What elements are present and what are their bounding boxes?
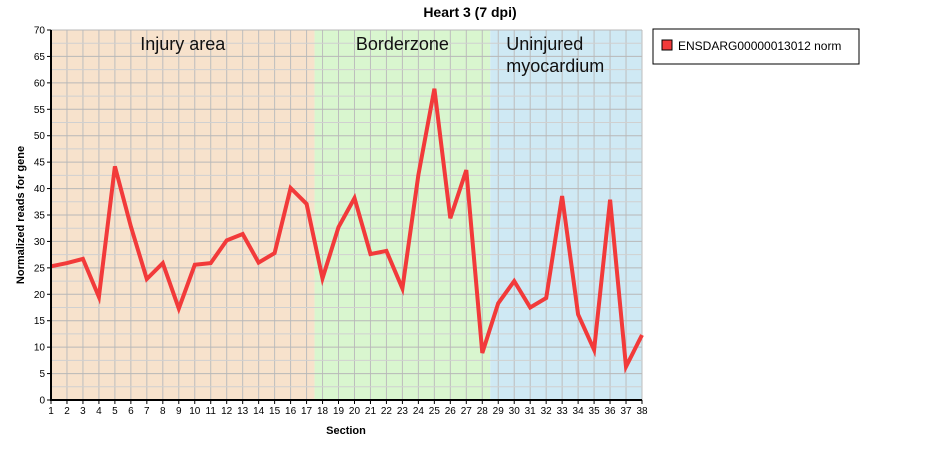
y-tick-label: 25 (34, 263, 46, 274)
x-tick-label: 14 (253, 406, 265, 417)
y-tick-label: 60 (34, 78, 46, 89)
x-tick-label: 25 (429, 406, 441, 417)
tick-labels: 1 2 3 4 5 6 7 8 9 10 11 12 13 14 15 16 17 18 19 20 21 22 23 24 2… (34, 26, 648, 418)
legend: ENSDARG00000013012 norm (652, 28, 860, 65)
x-tick-label: 22 (381, 406, 393, 417)
y-tick-label: 10 (34, 343, 46, 354)
x-tick-label: 35 (589, 406, 601, 417)
x-tick-label: 15 (269, 406, 281, 417)
legend-label: ENSDARG00000013012 norm (678, 39, 841, 53)
x-tick-label: 21 (365, 406, 377, 417)
legend-swatch (661, 39, 673, 51)
region-label: Injury area (140, 34, 226, 54)
x-tick-label: 33 (557, 406, 569, 417)
x-tick-label: 27 (461, 406, 473, 417)
x-axis-title: Section (326, 425, 366, 437)
x-tick-label: 2 (64, 406, 70, 417)
x-tick-label: 4 (96, 406, 102, 417)
x-tick-label: 26 (445, 406, 457, 417)
x-tick-label: 9 (176, 406, 182, 417)
x-tick-label: 36 (604, 406, 616, 417)
x-tick-label: 11 (206, 406, 217, 417)
x-tick-label: 18 (317, 406, 329, 417)
x-tick-label: 13 (237, 406, 249, 417)
x-tick-label: 23 (397, 406, 409, 417)
grid-lines (50, 29, 643, 401)
y-tick-label: 30 (34, 237, 46, 248)
x-tick-label: 34 (573, 406, 585, 417)
legend-box (652, 28, 860, 65)
y-tick-label: 35 (34, 211, 46, 222)
y-tick-label: 0 (39, 396, 45, 407)
x-tick-label: 7 (144, 406, 150, 417)
x-tick-label: 28 (477, 406, 489, 417)
x-tick-label: 24 (413, 406, 425, 417)
chart-title: Heart 3 (7 dpi) (423, 4, 516, 20)
y-tick-label: 45 (34, 158, 46, 169)
y-tick-label: 70 (34, 26, 46, 37)
x-tick-label: 29 (493, 406, 505, 417)
y-tick-label: 15 (34, 316, 46, 327)
x-tick-label: 38 (636, 406, 648, 417)
x-tick-label: 31 (525, 406, 537, 417)
series-lines (50, 88, 644, 374)
region-label: Uninjured (506, 34, 583, 54)
region-label: myocardium (506, 56, 604, 76)
y-tick-label: 55 (34, 105, 46, 116)
x-tick-label: 17 (301, 406, 313, 417)
x-tick-label: 8 (160, 406, 166, 417)
series-line (50, 88, 644, 374)
x-tick-label: 20 (349, 406, 361, 417)
x-tick-label: 3 (80, 406, 86, 417)
y-tick-label: 40 (34, 184, 46, 195)
x-tick-label: 10 (189, 406, 201, 417)
x-tick-label: 19 (333, 406, 345, 417)
y-tick-label: 50 (34, 131, 46, 142)
y-tick-label: 65 (34, 52, 46, 63)
x-tick-label: 37 (620, 406, 632, 417)
x-tick-label: 16 (285, 406, 297, 417)
y-tick-label: 20 (34, 290, 46, 301)
x-tick-label: 12 (221, 406, 233, 417)
region-label: Borderzone (356, 34, 449, 54)
x-tick-label: 5 (112, 406, 118, 417)
x-tick-label: 32 (541, 406, 553, 417)
y-axis-title: Normalized reads for gene (15, 146, 27, 284)
x-tick-label: 1 (48, 406, 54, 417)
x-tick-label: 6 (128, 406, 134, 417)
y-tick-label: 5 (39, 369, 45, 380)
x-tick-label: 30 (509, 406, 521, 417)
